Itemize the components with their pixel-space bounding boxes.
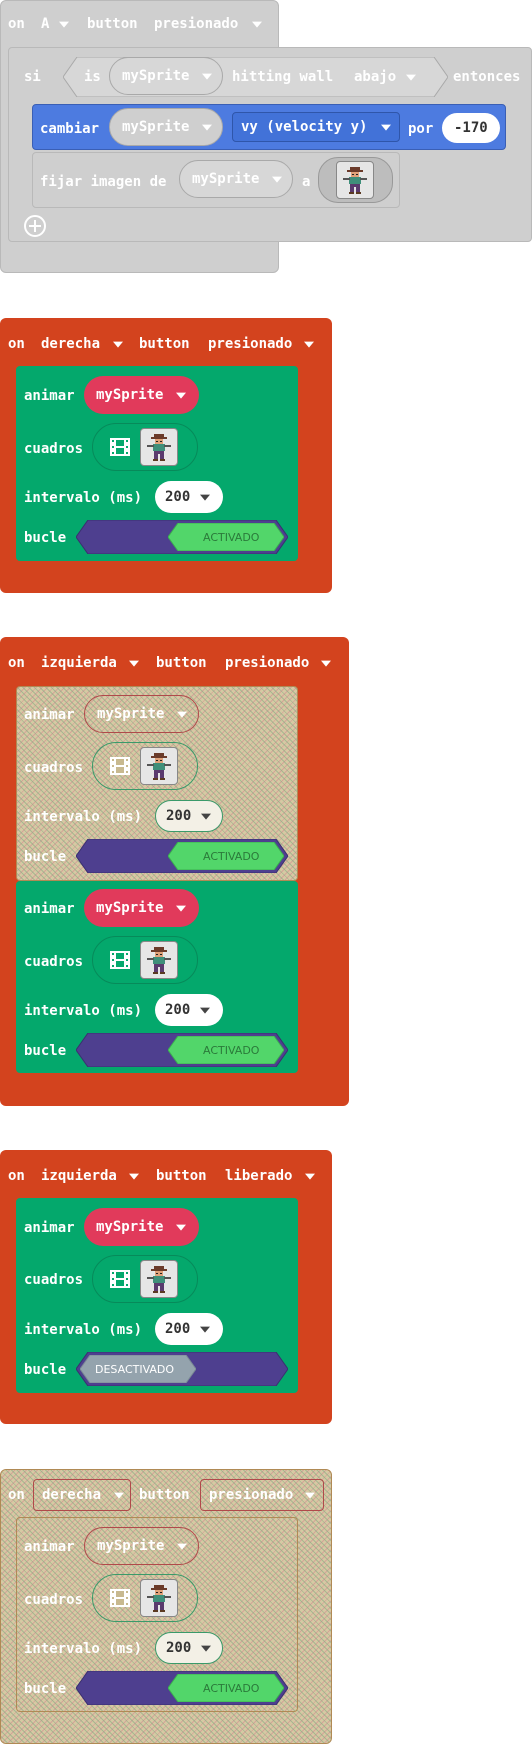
film-icon bbox=[110, 1589, 130, 1607]
frame-thumbnail[interactable] bbox=[140, 1260, 178, 1298]
action-select[interactable]: liberado bbox=[217, 1160, 324, 1192]
film-icon bbox=[110, 438, 130, 456]
loop-toggle-on[interactable] bbox=[168, 842, 284, 870]
interval-input[interactable]: 200 bbox=[155, 800, 223, 832]
by-label: por bbox=[408, 121, 434, 137]
animate-label: animar bbox=[24, 707, 75, 723]
on-label: on bbox=[8, 655, 25, 671]
button-word: button bbox=[139, 1487, 190, 1503]
loop-toggle-on[interactable] bbox=[168, 1036, 284, 1064]
loop-toggle-on[interactable] bbox=[168, 523, 284, 551]
button-select[interactable]: derecha bbox=[33, 328, 131, 360]
button-select[interactable]: derecha bbox=[33, 1479, 131, 1511]
loop-label: bucle bbox=[24, 849, 67, 865]
interval-input[interactable]: 200 bbox=[155, 1313, 223, 1345]
frame-thumbnail[interactable] bbox=[140, 747, 178, 785]
on-label: on bbox=[8, 16, 25, 32]
sprite-variable[interactable]: mySprite bbox=[84, 695, 199, 733]
interval-input[interactable]: 200 bbox=[155, 1632, 223, 1664]
button-word: button bbox=[156, 655, 207, 671]
animate-label: animar bbox=[24, 901, 75, 917]
action-select[interactable]: presionado bbox=[217, 647, 341, 679]
loop-label: bucle bbox=[24, 530, 67, 546]
on-label: on bbox=[8, 336, 25, 352]
set-sprite-variable[interactable]: mySprite bbox=[179, 160, 293, 198]
frames-label: cuadros bbox=[24, 954, 84, 970]
loop-value: ACTIVADO bbox=[203, 531, 260, 544]
interval-label: intervalo (ms) bbox=[24, 1322, 143, 1338]
plus-circle-icon bbox=[29, 220, 41, 232]
film-icon bbox=[110, 1270, 130, 1288]
button-select[interactable]: A bbox=[33, 9, 77, 39]
then-label: entonces bbox=[453, 69, 521, 85]
loop-label: bucle bbox=[24, 1362, 67, 1378]
action-select[interactable]: presionado bbox=[146, 9, 272, 39]
amount-input[interactable]: -170 bbox=[442, 113, 500, 143]
hitting-wall-label: hitting wall bbox=[232, 69, 334, 85]
button-select[interactable]: izquierda bbox=[33, 647, 148, 679]
action-select[interactable]: presionado bbox=[200, 328, 324, 360]
interval-label: intervalo (ms) bbox=[24, 490, 143, 506]
is-label: is bbox=[84, 69, 101, 85]
to-label: a bbox=[302, 174, 311, 190]
animate-label: animar bbox=[24, 1220, 75, 1236]
sprite-image-thumbnail[interactable] bbox=[336, 161, 374, 199]
action-select[interactable]: presionado bbox=[200, 1479, 324, 1511]
sprite-variable[interactable]: mySprite bbox=[84, 889, 199, 927]
frames-label: cuadros bbox=[24, 1592, 84, 1608]
sprite-variable[interactable]: mySprite bbox=[84, 1208, 199, 1246]
film-icon bbox=[110, 757, 130, 775]
loop-label: bucle bbox=[24, 1043, 67, 1059]
interval-label: intervalo (ms) bbox=[24, 1641, 143, 1657]
change-sprite-variable[interactable]: mySprite bbox=[109, 108, 223, 146]
set-image-label: fijar imagen de bbox=[40, 174, 167, 190]
loop-label: bucle bbox=[24, 1681, 67, 1697]
on-label: on bbox=[8, 1168, 25, 1184]
loop-value: ACTIVADO bbox=[203, 1044, 260, 1057]
loop-value: ACTIVADO bbox=[203, 850, 260, 863]
animate-label: animar bbox=[24, 1539, 75, 1555]
frames-label: cuadros bbox=[24, 760, 84, 776]
sprite-variable[interactable]: mySprite bbox=[84, 1527, 199, 1565]
property-select[interactable]: vy (velocity y) bbox=[232, 112, 400, 142]
add-clause-button[interactable] bbox=[24, 215, 46, 237]
loop-value: DESACTIVADO bbox=[95, 1363, 175, 1376]
frames-label: cuadros bbox=[24, 441, 84, 457]
direction-select[interactable]: abajo bbox=[346, 62, 425, 92]
if-label: si bbox=[24, 69, 41, 85]
film-icon bbox=[110, 951, 130, 969]
change-label: cambiar bbox=[40, 121, 100, 137]
button-word: button bbox=[87, 16, 138, 32]
loop-toggle-off[interactable] bbox=[80, 1355, 196, 1383]
interval-input[interactable]: 200 bbox=[155, 994, 223, 1026]
loop-toggle-on[interactable] bbox=[168, 1674, 284, 1702]
sprite-variable[interactable]: mySprite bbox=[84, 376, 199, 414]
button-word: button bbox=[156, 1168, 207, 1184]
frames-label: cuadros bbox=[24, 1272, 84, 1288]
interval-input[interactable]: 200 bbox=[155, 481, 223, 513]
frame-thumbnail[interactable] bbox=[140, 428, 178, 466]
animate-label: animar bbox=[24, 388, 75, 404]
frame-thumbnail[interactable] bbox=[140, 941, 178, 979]
interval-label: intervalo (ms) bbox=[24, 1003, 143, 1019]
sprite-variable[interactable]: mySprite bbox=[109, 57, 223, 95]
loop-value: ACTIVADO bbox=[203, 1682, 260, 1695]
interval-label: intervalo (ms) bbox=[24, 809, 143, 825]
frame-thumbnail[interactable] bbox=[140, 1579, 178, 1617]
button-select[interactable]: izquierda bbox=[33, 1160, 148, 1192]
on-label: on bbox=[8, 1487, 25, 1503]
button-word: button bbox=[139, 336, 190, 352]
